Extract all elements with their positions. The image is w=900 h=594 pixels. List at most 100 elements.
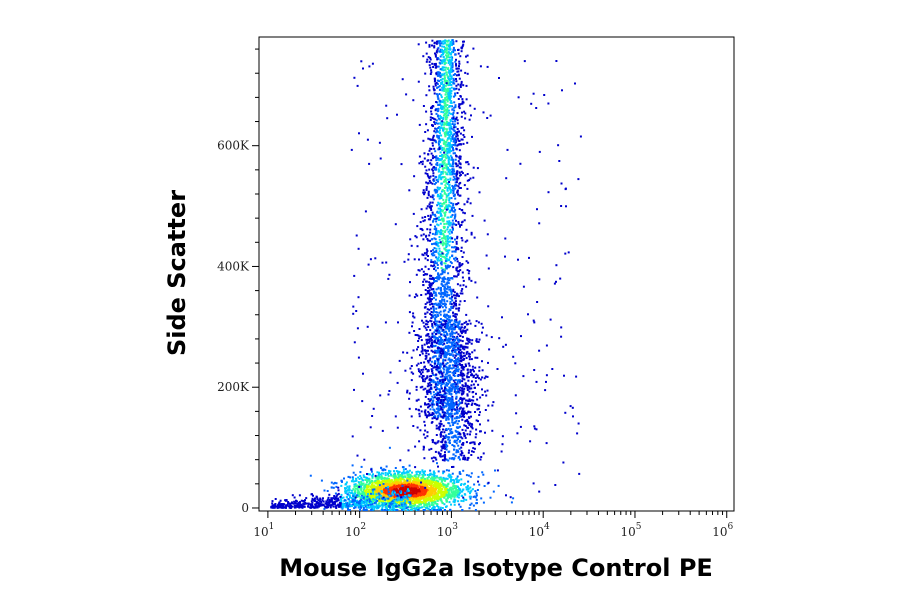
event-dot [445, 363, 448, 366]
event-dot [438, 103, 441, 106]
event-dot [453, 217, 456, 220]
event-dot [412, 507, 415, 510]
event-dot [462, 373, 465, 375]
event-dot [449, 205, 452, 208]
event-dot [427, 476, 430, 478]
event-dot [427, 384, 430, 387]
event-dot [438, 143, 440, 146]
event-dot [443, 121, 446, 124]
event-dot [453, 109, 456, 112]
event-dot [448, 259, 451, 261]
event-dot [454, 294, 457, 297]
event-dot [431, 356, 434, 359]
event-dot [475, 494, 478, 497]
event-dot [455, 87, 458, 90]
event-dot [447, 492, 450, 495]
event-dot [452, 162, 455, 165]
event-dot [445, 182, 448, 184]
event-dot [432, 314, 435, 317]
event-dot [436, 387, 439, 390]
event-dot [439, 379, 442, 381]
event-dot [443, 66, 446, 69]
event-dot [443, 302, 446, 305]
event-dot [427, 341, 430, 344]
event-dot [468, 358, 471, 361]
event-dot [434, 456, 437, 459]
event-dot [441, 352, 444, 355]
event-dot [446, 75, 449, 78]
event-dot [447, 314, 450, 317]
event-dot [442, 99, 445, 102]
event-dot [447, 338, 450, 341]
event-dot [430, 284, 433, 287]
event-dot [440, 233, 443, 236]
event-dot [451, 323, 454, 326]
event-dot [438, 197, 441, 200]
event-dot [437, 97, 440, 100]
event-dot [453, 294, 455, 297]
event-dot [465, 313, 468, 316]
event-dot [421, 352, 424, 355]
event-dot [502, 345, 505, 348]
event-dot [347, 475, 350, 478]
event-dot [466, 350, 469, 353]
event-dot [415, 399, 418, 402]
event-dot [451, 299, 454, 302]
event-dot [457, 358, 460, 361]
event-dot [439, 292, 442, 295]
event-dot [461, 392, 464, 395]
event-dot [461, 384, 464, 387]
event-dot [456, 191, 459, 194]
event-dot [454, 297, 457, 300]
event-dot [420, 268, 423, 271]
event-dot [440, 263, 443, 266]
event-dot [429, 277, 432, 280]
event-dot [450, 291, 453, 294]
event-dot [437, 359, 440, 362]
event-dot [435, 385, 437, 388]
event-dot [397, 470, 400, 473]
event-dot [429, 66, 432, 69]
event-dot [470, 454, 473, 456]
event-dot [449, 53, 452, 56]
event-dot [431, 232, 434, 235]
event-dot [364, 476, 367, 479]
event-dot [445, 115, 448, 118]
event-dot [475, 428, 478, 431]
event-dot [446, 318, 449, 320]
event-dot [442, 277, 445, 280]
event-dot [358, 478, 361, 480]
event-dot [466, 161, 469, 163]
event-dot [411, 471, 413, 474]
event-dot [435, 112, 438, 115]
event-dot [420, 350, 423, 353]
event-dot [435, 119, 438, 122]
event-dot [430, 250, 433, 253]
event-dot [475, 373, 478, 376]
event-dot [466, 386, 469, 389]
event-dot [452, 202, 455, 205]
event-dot [451, 42, 454, 45]
event-dot [418, 328, 421, 330]
event-dot [467, 426, 469, 429]
event-dot [449, 188, 452, 191]
event-dot [469, 411, 472, 414]
event-dot [457, 221, 460, 223]
event-dot [383, 486, 386, 489]
event-dot [438, 216, 440, 219]
event-dot [452, 134, 454, 137]
event-dot [422, 388, 425, 391]
event-dot [449, 52, 452, 55]
event-dot [449, 424, 452, 427]
event-dot [442, 367, 445, 370]
event-dot [441, 408, 444, 411]
event-dot [424, 172, 427, 175]
event-dot [447, 367, 450, 370]
event-dot [426, 58, 429, 61]
event-dot [438, 253, 441, 256]
event-dot [460, 250, 463, 252]
event-dot [450, 86, 453, 89]
event-dot [433, 139, 436, 142]
event-dot [463, 321, 466, 324]
event-dot [476, 489, 479, 491]
